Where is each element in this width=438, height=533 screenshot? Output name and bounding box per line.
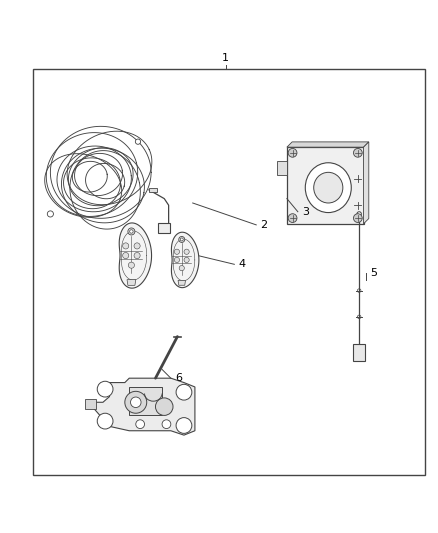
Text: 5: 5 — [370, 268, 377, 278]
Bar — [149, 188, 157, 192]
Circle shape — [184, 257, 189, 263]
Polygon shape — [94, 378, 195, 435]
Circle shape — [176, 418, 192, 433]
Polygon shape — [127, 280, 136, 285]
Circle shape — [288, 214, 297, 222]
Circle shape — [134, 243, 140, 249]
Polygon shape — [178, 280, 186, 285]
Circle shape — [357, 212, 361, 216]
Circle shape — [128, 262, 134, 268]
Circle shape — [125, 391, 147, 413]
Bar — [353, 344, 365, 361]
Circle shape — [180, 238, 183, 241]
Circle shape — [288, 149, 297, 157]
Polygon shape — [119, 223, 152, 288]
Bar — [277, 161, 287, 174]
Circle shape — [97, 381, 113, 397]
Circle shape — [136, 420, 145, 429]
Ellipse shape — [305, 163, 351, 213]
Circle shape — [47, 211, 53, 217]
Circle shape — [179, 265, 184, 271]
Bar — [33, 69, 425, 474]
Text: 3: 3 — [302, 207, 309, 217]
Circle shape — [131, 397, 141, 408]
Circle shape — [130, 230, 133, 233]
Circle shape — [162, 420, 171, 429]
Circle shape — [357, 315, 361, 319]
Circle shape — [97, 413, 113, 429]
Circle shape — [155, 398, 173, 415]
Bar — [287, 147, 364, 224]
Circle shape — [123, 253, 129, 259]
Polygon shape — [171, 232, 199, 288]
Circle shape — [176, 384, 192, 400]
Polygon shape — [287, 142, 369, 147]
Circle shape — [128, 228, 135, 235]
Text: 6: 6 — [175, 373, 182, 383]
Circle shape — [357, 289, 361, 292]
Text: 2: 2 — [261, 220, 268, 230]
Circle shape — [174, 257, 180, 263]
Circle shape — [135, 139, 141, 144]
Circle shape — [179, 237, 185, 243]
Circle shape — [134, 253, 140, 259]
Text: 1: 1 — [222, 53, 229, 63]
Circle shape — [353, 149, 362, 157]
Circle shape — [353, 214, 362, 222]
Bar — [85, 399, 96, 409]
Polygon shape — [364, 142, 369, 224]
Circle shape — [123, 243, 129, 249]
Circle shape — [184, 249, 189, 254]
Ellipse shape — [314, 172, 343, 203]
Bar — [158, 223, 170, 233]
Bar — [129, 387, 162, 415]
Circle shape — [174, 249, 180, 254]
Text: 4: 4 — [239, 260, 246, 269]
